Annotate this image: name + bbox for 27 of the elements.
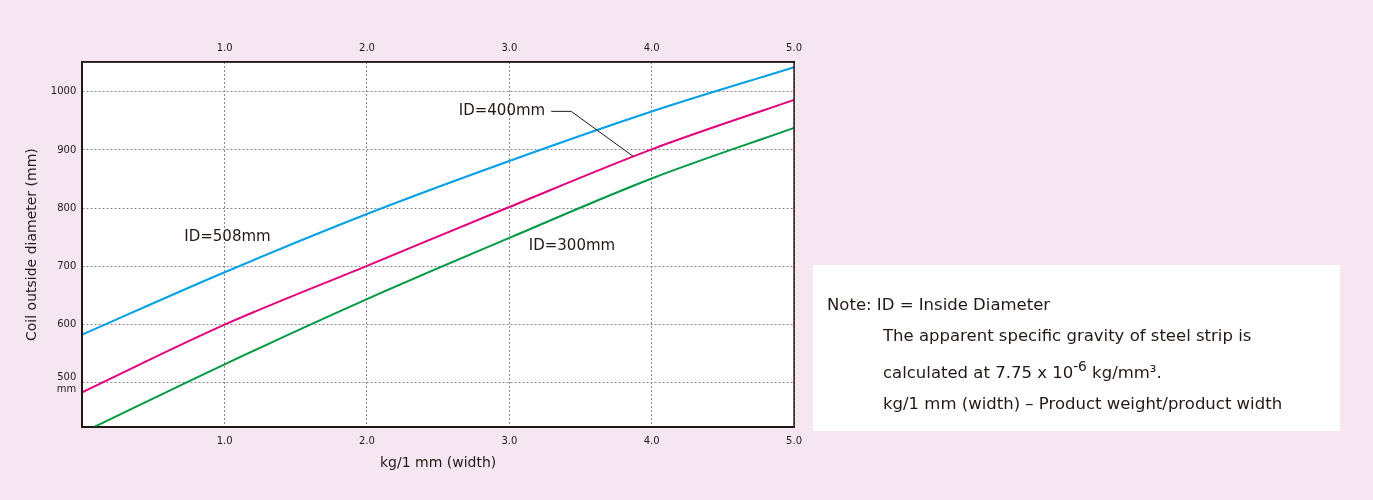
text: Note: ID = Inside Diameter — [827, 294, 1052, 316]
y-tick-label: 800 — [57, 201, 77, 213]
annotation: ID=300mm — [528, 235, 616, 254]
x-tick-label: 1.0 — [216, 434, 233, 446]
x-tick-label: 3.0 — [501, 434, 518, 446]
y-tick-label: 1000 — [50, 85, 77, 97]
x2-tick-label: 2.0 — [359, 41, 375, 53]
line-series — [92, 126, 795, 428]
x2-tick-label: 3.0 — [501, 41, 518, 53]
y-tick-label: 700 — [57, 260, 77, 272]
x2-tick-label: 1.0 — [216, 41, 233, 53]
y-tick-label: 500 mm — [56, 370, 77, 394]
text: kg/1 mm (width) – Product weight/product width — [882, 392, 1284, 415]
y-axis-title: Coil outside diameter (mm) — [23, 148, 40, 341]
annotation: ID=400mm — [458, 101, 546, 120]
x2-tick-label: 5.0 — [786, 41, 802, 53]
line-series — [82, 66, 795, 336]
x-axis-title: kg/1 mm (width) — [379, 454, 497, 471]
y-tick-label: 600 — [57, 318, 77, 330]
x-tick-label: 5.0 — [786, 434, 802, 446]
x-tick-label: 2.0 — [359, 434, 375, 446]
x2-tick-label: 4.0 — [643, 41, 660, 53]
line-series — [82, 98, 795, 394]
annotation: ID=508mm — [184, 226, 271, 245]
text: The apparent specific gravity of steel strip is calculated at 7.75 x 10$^{-6}$ kg/mm³. — [882, 325, 1253, 384]
x-tick-label: 4.0 — [643, 434, 660, 446]
y-tick-label: 900 — [57, 143, 77, 155]
